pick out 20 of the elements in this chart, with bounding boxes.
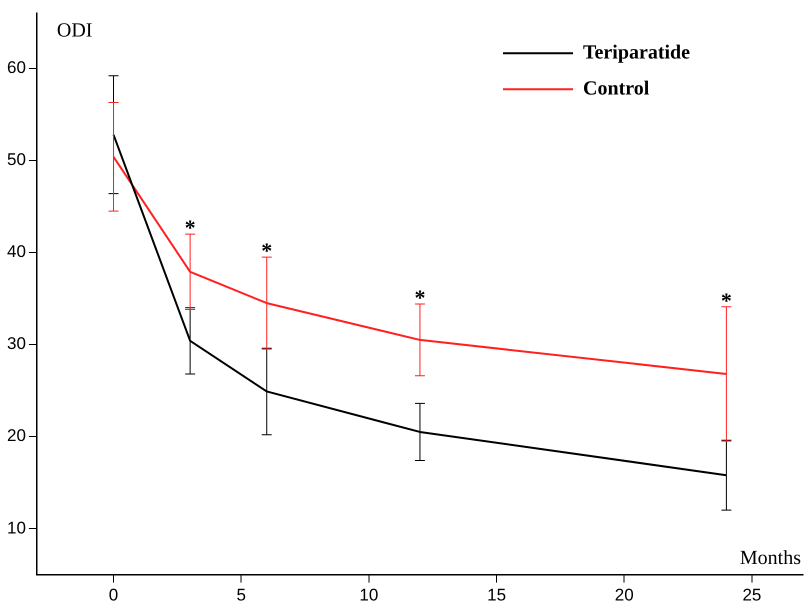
- y-tick-label: 60: [6, 58, 26, 78]
- x-tick-label: 20: [614, 585, 634, 604]
- annotation: *: [720, 288, 732, 313]
- y-tick-label: 10: [6, 518, 26, 538]
- x-tick-label: 5: [236, 585, 246, 604]
- y-tick-label: 30: [6, 334, 26, 354]
- y-tick-label: 40: [6, 242, 26, 262]
- annotation: *: [261, 238, 272, 264]
- legend-label: Control: [583, 77, 650, 100]
- annotation: *: [184, 215, 196, 240]
- x-tick-label: 15: [487, 585, 506, 604]
- x-tick-label: 0: [108, 585, 118, 604]
- x-axis-title: Months: [740, 546, 802, 569]
- x-tick-label: 10: [359, 585, 378, 604]
- x-tick-label: 25: [742, 585, 762, 604]
- y-tick-label: 50: [6, 150, 26, 170]
- y-axis-title: ODI: [56, 19, 92, 42]
- annotation: *: [414, 285, 426, 310]
- legend-label: Teriparatide: [583, 41, 690, 64]
- y-tick-label: 20: [6, 426, 26, 446]
